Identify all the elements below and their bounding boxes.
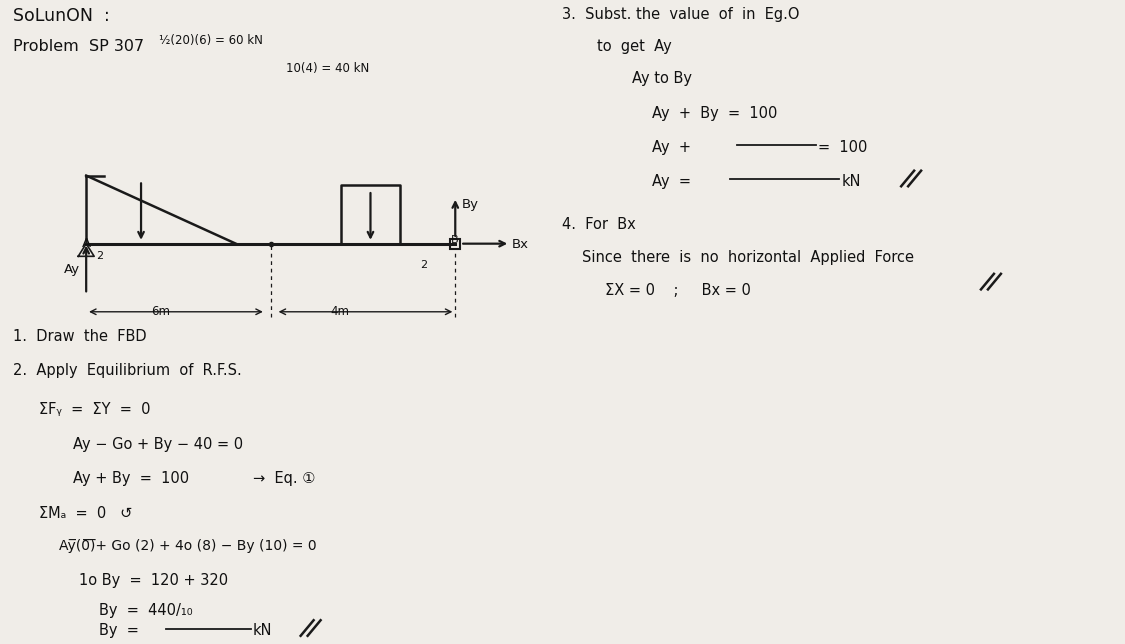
Text: Ay  =: Ay =	[651, 174, 691, 189]
Text: kN: kN	[842, 174, 861, 189]
Text: 2: 2	[421, 260, 428, 270]
Text: By: By	[461, 198, 478, 211]
Text: SoLunON  :: SoLunON :	[14, 7, 110, 25]
Text: Problem  SP 307: Problem SP 307	[14, 39, 144, 54]
Text: Ay: Ay	[64, 263, 80, 276]
Text: Since  there  is  no  horizontal  Applied  Force: Since there is no horizontal Applied For…	[582, 251, 914, 265]
Text: ΣX = 0    ;     Bx = 0: ΣX = 0 ; Bx = 0	[582, 283, 750, 298]
Text: 6m: 6m	[151, 305, 170, 318]
Text: to  get  Ay: to get Ay	[597, 39, 672, 54]
Text: Bx: Bx	[512, 238, 529, 251]
Text: Ay − Go + By − 40 = 0: Ay − Go + By − 40 = 0	[73, 437, 243, 452]
Text: ΣFᵧ  =  ΣY  =  0: ΣFᵧ = ΣY = 0	[39, 402, 151, 417]
Text: 2: 2	[96, 251, 103, 261]
Text: 1o By  =  120 + 320: 1o By = 120 + 320	[79, 573, 228, 587]
Text: 10(4) = 40 kN: 10(4) = 40 kN	[286, 62, 369, 75]
Text: 1.  Draw  the  FBD: 1. Draw the FBD	[14, 329, 147, 345]
Text: =  100: = 100	[818, 140, 867, 155]
Text: ΣMₐ  =  0   ↺: ΣMₐ = 0 ↺	[39, 506, 133, 522]
Text: →  Eq. ①: → Eq. ①	[253, 471, 315, 486]
Text: Ay  +  By  =  100: Ay + By = 100	[651, 106, 777, 120]
Text: ½(20)(6) = 60 kN: ½(20)(6) = 60 kN	[159, 35, 263, 48]
Text: 3.  Subst. the  value  of  in  Eg.O: 3. Subst. the value of in Eg.O	[562, 7, 800, 23]
Text: B: B	[451, 235, 459, 245]
Text: By  =: By =	[99, 623, 140, 638]
Text: By  =  440/₁₀: By = 440/₁₀	[99, 603, 192, 618]
Text: Ay to By: Ay to By	[632, 71, 692, 86]
Text: kN: kN	[253, 623, 272, 638]
Text: Ay + By  =  100: Ay + By = 100	[73, 471, 189, 486]
Text: A: A	[82, 237, 91, 250]
Bar	[450, 239, 460, 249]
Text: Ay̅(0̅)̅+ Go (2) + 4o (8) − By (10) = 0: Ay̅(0̅)̅+ Go (2) + 4o (8) − By (10) = 0	[60, 540, 317, 553]
Text: 2.  Apply  Equilibrium  of  R.F.S.: 2. Apply Equilibrium of R.F.S.	[14, 363, 242, 379]
Text: 4.  For  Bx: 4. For Bx	[562, 218, 636, 232]
Text: Ay  +: Ay +	[651, 140, 691, 155]
Text: 4m: 4m	[331, 305, 350, 318]
